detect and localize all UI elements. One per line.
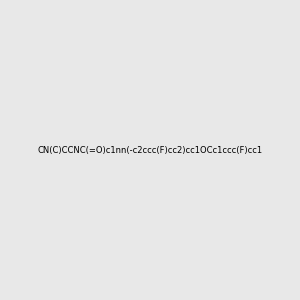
Text: CN(C)CCNC(=O)c1nn(-c2ccc(F)cc2)cc1OCc1ccc(F)cc1: CN(C)CCNC(=O)c1nn(-c2ccc(F)cc2)cc1OCc1cc… [38,146,262,154]
